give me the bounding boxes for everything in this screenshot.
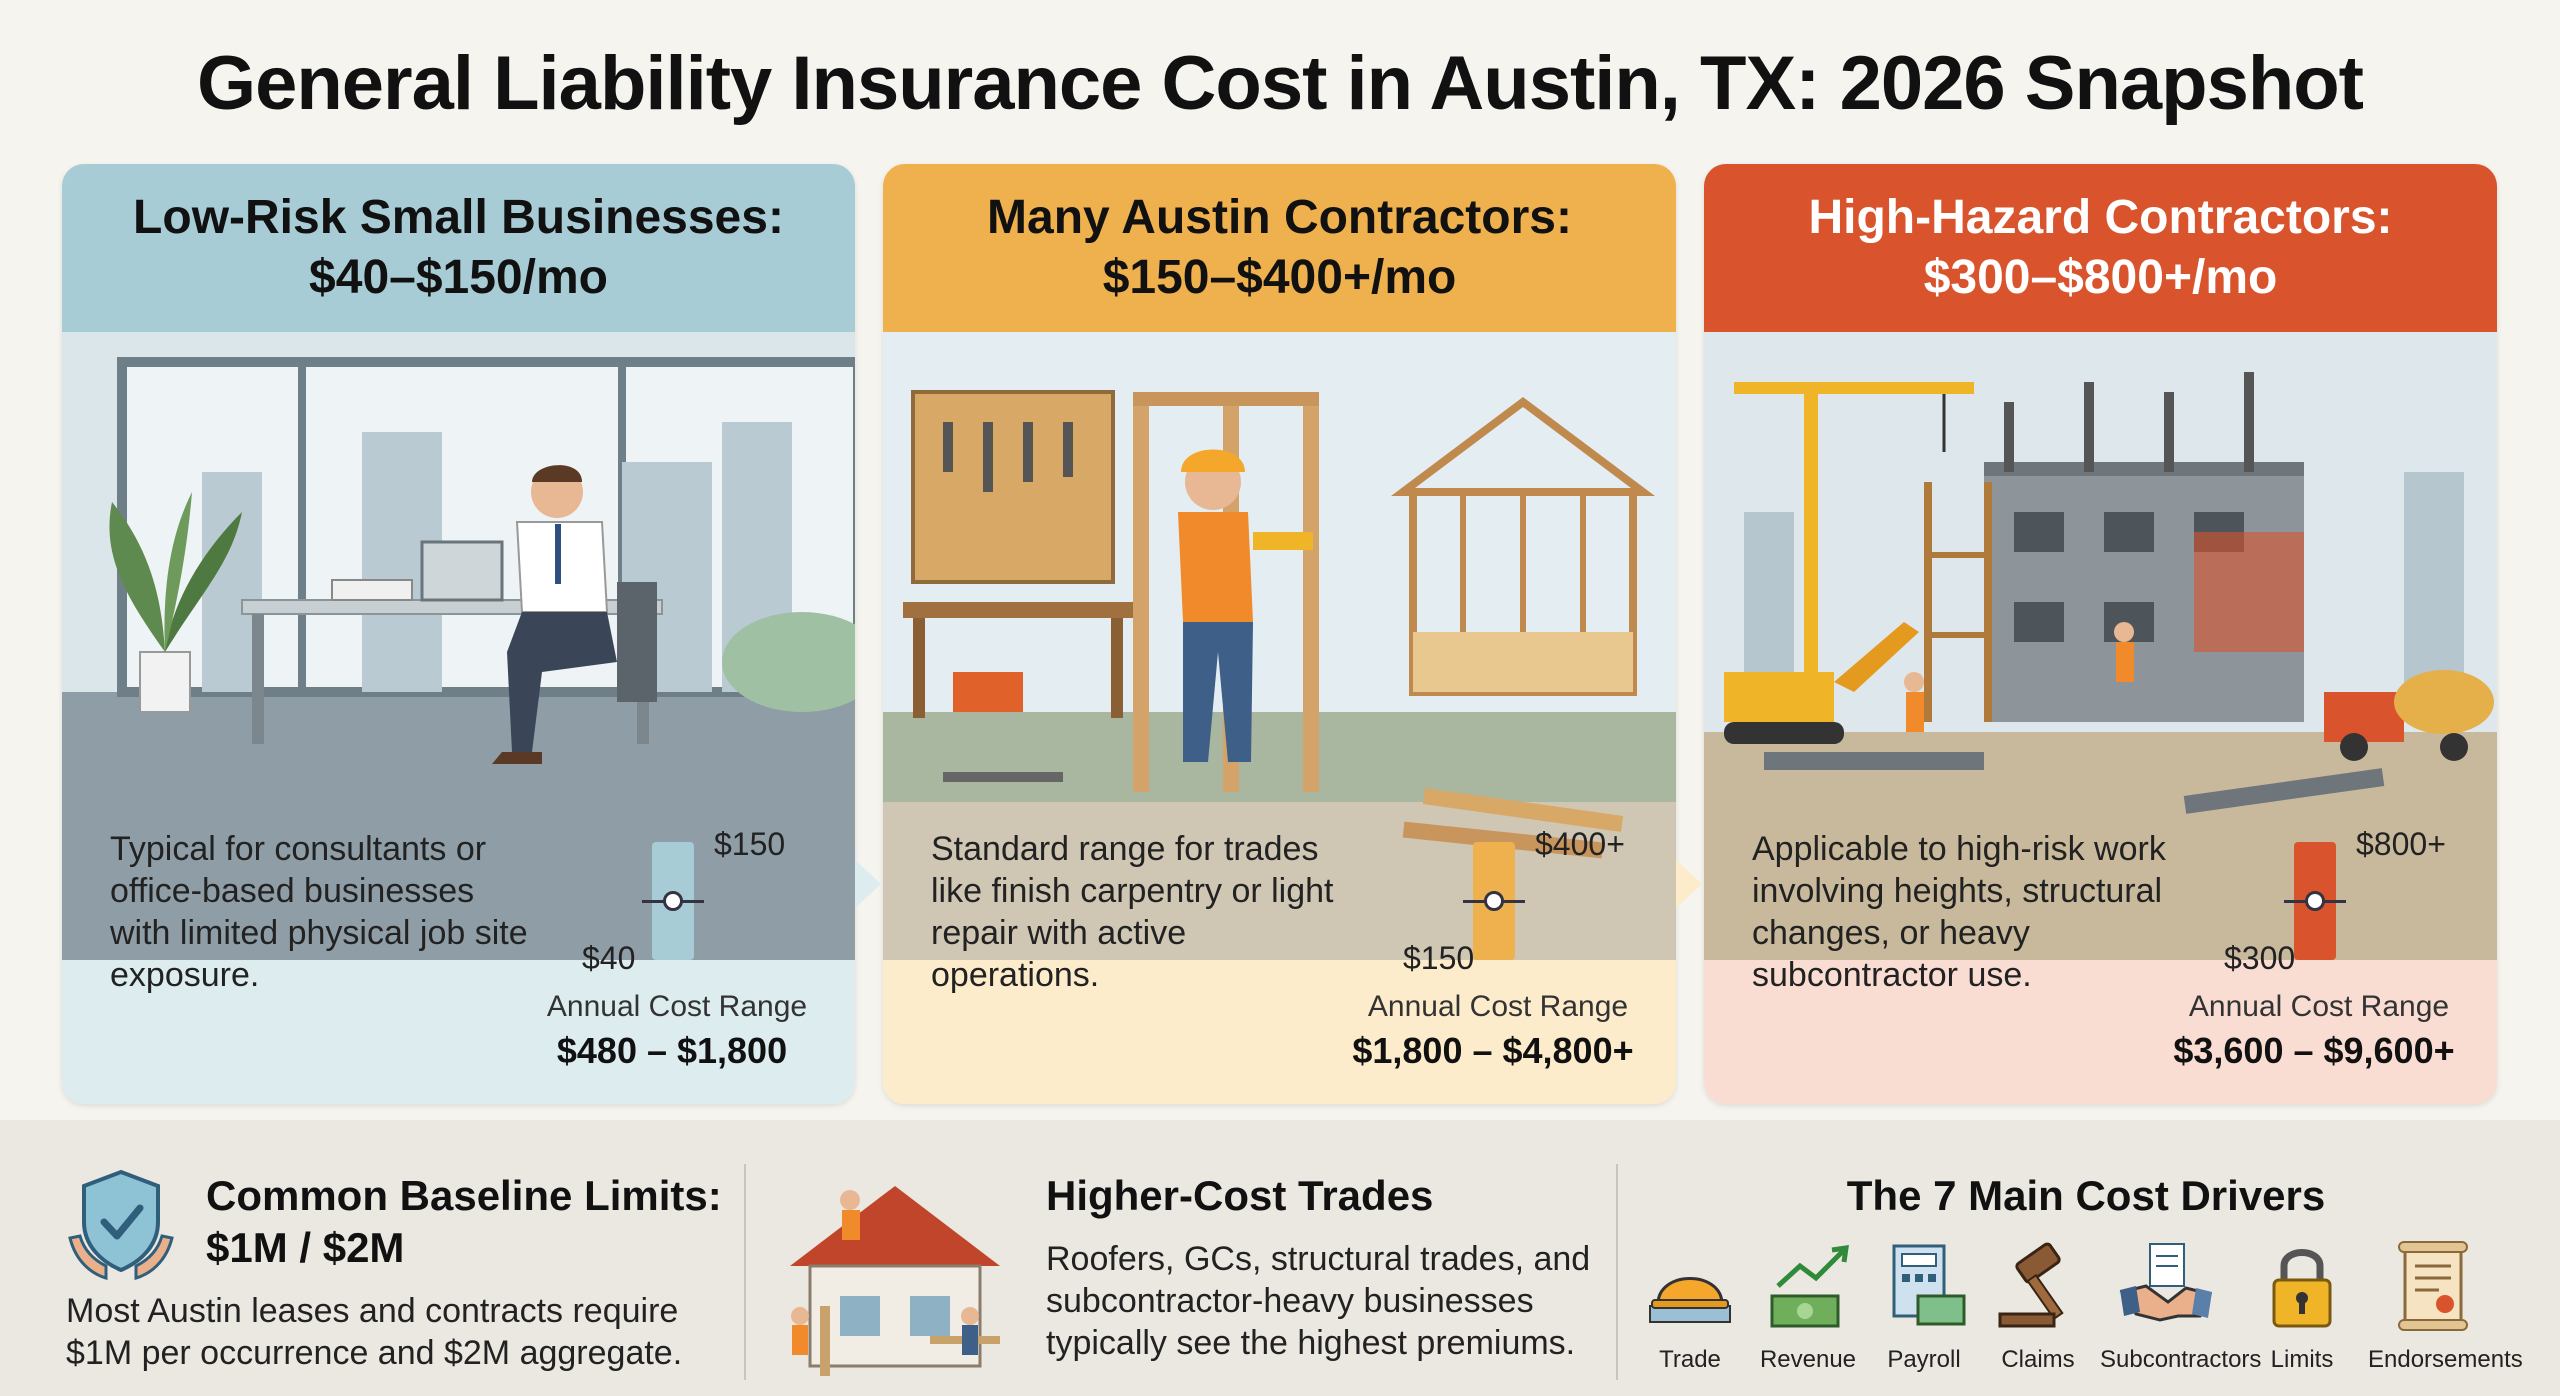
trades-text-line3: typically see the highest premiums.	[1046, 1324, 1576, 1362]
tier-heading-price: $40–$150/mo	[309, 251, 608, 304]
driver-trade: Trade	[1632, 1236, 1748, 1374]
gauge-high-value: $150	[714, 826, 786, 862]
driver-label: Payroll	[1887, 1346, 1961, 1373]
driver-label: Revenue	[1759, 1346, 1857, 1373]
gauge-marker-dot	[663, 891, 683, 911]
page-title: General Liability Insurance Cost in Aust…	[196, 41, 2364, 126]
trades-text-line1: Roofers, GCs, structural trades, and	[1046, 1240, 1591, 1278]
tier-heading-price: $300–$800+/mo	[1923, 251, 2278, 304]
gauge-low-value: $40	[582, 940, 636, 976]
limits-title-line2: $1M / $2M	[206, 1224, 405, 1271]
footer-panel	[0, 1120, 2560, 1396]
tier-card-contractors: Many Austin Contractors: $150–$400+/mo	[883, 164, 1676, 1104]
driver-label: Claims	[2001, 1346, 2075, 1373]
gauge-high-value: $400+	[1535, 826, 1625, 862]
office-worker-illustration	[62, 332, 855, 960]
tier-heading: Low-Risk Small Businesses: $40–$150/mo	[62, 164, 855, 332]
driver-endorsements: Endorsements	[2368, 1236, 2523, 1374]
trades-title: Higher-Cost Trades	[1046, 1172, 1434, 1219]
driver-label: Trade	[1659, 1346, 1721, 1373]
limits-text-line2: $1M per occurrence and $2M aggregate.	[66, 1334, 683, 1372]
tier-heading-line1: Low-Risk Small Businesses:	[133, 191, 784, 244]
tier-body	[1704, 960, 2497, 1104]
limits-description: Most Austin leases and contracts require…	[66, 1290, 682, 1374]
annual-cost-label: Annual Cost Range	[1367, 990, 1629, 1023]
construction-site-illustration	[1704, 332, 2497, 960]
tier-heading-line1: High-Hazard Contractors:	[1808, 191, 2393, 244]
tier-description: Standard range for trades like finish ca…	[931, 830, 1334, 994]
footer-divider	[1616, 1164, 1618, 1380]
arrow-right-icon	[1676, 860, 1702, 908]
gavel-icon	[1998, 1242, 2064, 1328]
tier-heading: High-Hazard Contractors: $300–$800+/mo	[1704, 164, 2497, 332]
certificate-scroll-icon	[2398, 1241, 2468, 1331]
arrow-right-icon	[855, 860, 881, 908]
carpenter-illustration	[883, 332, 1676, 960]
driver-label: Subcontractors	[2100, 1346, 2262, 1373]
money-growth-icon	[1770, 1245, 1849, 1328]
driver-label: Endorsements	[2368, 1346, 2523, 1373]
limits-title-line1: Common Baseline Limits:	[206, 1172, 722, 1219]
trades-description: Roofers, GCs, structural trades, and sub…	[1046, 1238, 1590, 1364]
gauge-marker-dot	[1484, 891, 1504, 911]
limits-title: Common Baseline Limits: $1M / $2M	[206, 1170, 722, 1274]
gauge-low-value: $150	[1403, 940, 1475, 976]
limits-text-line1: Most Austin leases and contracts require	[66, 1292, 679, 1330]
driver-subcontractors: Subcontractors	[2100, 1236, 2262, 1374]
tier-heading-price: $150–$400+/mo	[1102, 251, 1457, 304]
driver-payroll: Payroll	[1866, 1236, 1982, 1374]
tier-description: Applicable to high-risk work involving h…	[1752, 830, 2166, 994]
tier-heading-line1: Many Austin Contractors:	[987, 191, 1572, 244]
drivers-title: The 7 Main Cost Drivers	[1846, 1172, 2326, 1219]
gauge-low-value: $300	[2224, 940, 2296, 976]
tier-heading: Many Austin Contractors: $150–$400+/mo	[883, 164, 1676, 332]
gauge-high-value: $800+	[2356, 826, 2446, 862]
payroll-calculator-icon	[1892, 1244, 1966, 1326]
padlock-icon	[2272, 1249, 2332, 1328]
driver-claims: Claims	[1980, 1236, 2096, 1374]
roofers-house-icon	[780, 1166, 1010, 1380]
annual-cost-value: $480 – $1,800	[556, 1030, 788, 1071]
tier-card-low-risk: Low-Risk Small Businesses: $40–$150/mo	[62, 164, 855, 1104]
tier-description: Typical for consultants or office-based …	[110, 830, 528, 994]
tier-body	[883, 960, 1676, 1104]
shield-check-hands-icon	[66, 1166, 176, 1282]
gauge-marker-dot	[2305, 891, 2325, 911]
driver-label: Limits	[2270, 1346, 2334, 1373]
footer-divider	[744, 1164, 746, 1380]
handshake-icon	[2119, 1243, 2213, 1322]
annual-cost-label: Annual Cost Range	[546, 990, 808, 1023]
tier-body	[62, 960, 855, 1104]
annual-cost-value: $1,800 – $4,800+	[1352, 1030, 1634, 1071]
driver-limits: Limits	[2244, 1236, 2360, 1374]
hard-hat-icon	[1649, 1277, 1731, 1323]
driver-revenue: Revenue	[1750, 1236, 1866, 1374]
annual-cost-label: Annual Cost Range	[2188, 990, 2450, 1023]
annual-cost-value: $3,600 – $9,600+	[2173, 1030, 2455, 1071]
tier-card-high-hazard: High-Hazard Contractors: $300–$800+/mo	[1704, 164, 2497, 1104]
trades-text-line2: subcontractor-heavy businesses	[1046, 1282, 1534, 1320]
